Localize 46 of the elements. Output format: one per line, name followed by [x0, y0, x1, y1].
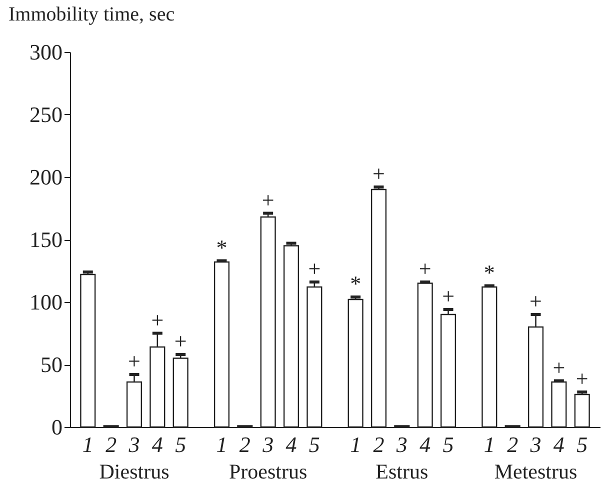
data-label: + [418, 256, 432, 281]
text: 5 [442, 432, 454, 457]
series-label: 4 [152, 432, 163, 457]
series-label: 3 [128, 432, 140, 457]
data-label: + [128, 348, 140, 374]
x-tick-label: Proestrus [228, 460, 308, 484]
y-tick-label: 250 [30, 102, 62, 127]
data-label: * [350, 271, 362, 296]
data-label: + [530, 288, 542, 314]
data-label: + [552, 354, 566, 380]
data-label: + [262, 187, 274, 212]
text: 4 [286, 432, 297, 457]
text: 5 [308, 432, 320, 457]
text: 1 [350, 432, 362, 457]
series-label: 1 [82, 432, 94, 457]
text: 1 [484, 432, 495, 457]
y-axis-title: Immobility time, sec [8, 4, 175, 26]
data-label: + [576, 366, 588, 391]
y-tick-label: 200 [30, 164, 62, 190]
text: 4 [553, 432, 564, 457]
data-label: + [151, 307, 164, 332]
x-tick-label: Metestrus [494, 460, 578, 484]
text: 2 [373, 432, 384, 457]
y-tick-label: 50 [40, 352, 62, 377]
text: 5 [576, 432, 588, 457]
data-label: + [442, 284, 454, 308]
y-tick-label: 100 [30, 290, 62, 314]
x-tick-label: Estrus [376, 460, 428, 484]
y-tick-label: 150 [30, 227, 62, 252]
data-label: * [216, 234, 228, 260]
text: 4 [420, 432, 431, 457]
text: 2 [507, 432, 518, 457]
series-label: 5 [175, 432, 186, 457]
y-tick-label: 0 [52, 414, 62, 440]
text: 2 [239, 432, 250, 457]
series-label: 2 [106, 432, 117, 457]
x-tick-label: Diestrus [99, 460, 170, 484]
text: 1 [216, 432, 228, 457]
data-label: + [174, 328, 187, 354]
data-label: * [484, 260, 495, 285]
text: 3 [396, 432, 408, 457]
text: 3 [530, 432, 542, 457]
text: 3 [262, 432, 274, 457]
data-label: + [372, 161, 385, 186]
data-label: + [308, 256, 321, 281]
y-tick-label: 300 [30, 40, 62, 64]
